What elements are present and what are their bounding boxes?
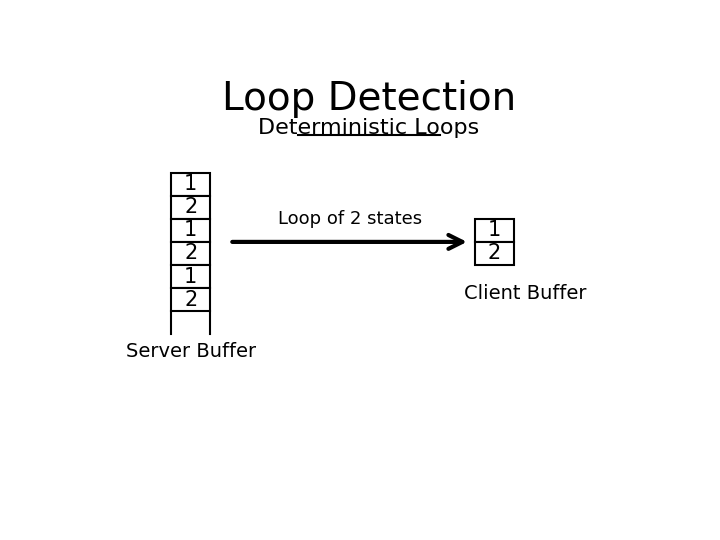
Bar xyxy=(171,173,210,195)
Bar xyxy=(171,265,210,288)
Text: 1: 1 xyxy=(184,267,197,287)
Text: Server Buffer: Server Buffer xyxy=(126,342,256,361)
Text: 1: 1 xyxy=(184,174,197,194)
Bar xyxy=(171,195,210,219)
Text: Loop of 2 states: Loop of 2 states xyxy=(278,210,422,228)
Text: 2: 2 xyxy=(184,197,197,217)
Text: 2: 2 xyxy=(184,244,197,264)
Bar xyxy=(475,242,514,265)
Text: Deterministic Loops: Deterministic Loops xyxy=(258,118,480,138)
Text: Loop Detection: Loop Detection xyxy=(222,80,516,118)
Text: 2: 2 xyxy=(184,289,197,309)
Bar xyxy=(171,288,210,311)
Text: Client Buffer: Client Buffer xyxy=(464,284,587,303)
Bar xyxy=(475,219,514,242)
Text: 1: 1 xyxy=(488,220,501,240)
Text: 2: 2 xyxy=(488,244,501,264)
Bar xyxy=(171,242,210,265)
Bar xyxy=(171,219,210,242)
Text: 1: 1 xyxy=(184,220,197,240)
